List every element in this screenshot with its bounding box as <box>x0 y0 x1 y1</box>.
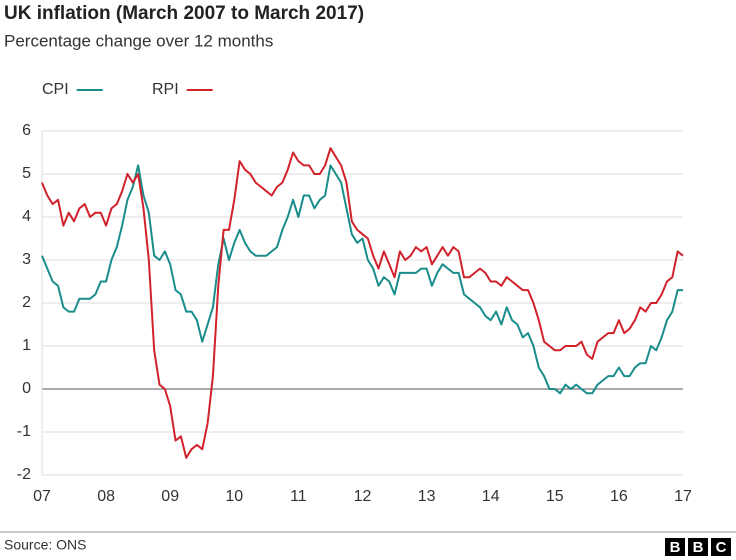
y-tick-label: 2 <box>22 294 31 311</box>
series-line <box>41 147 684 459</box>
logo-letter: B <box>670 539 681 556</box>
y-tick-label: 5 <box>22 165 31 182</box>
x-tick-label: 13 <box>418 488 436 505</box>
x-tick-label: 17 <box>674 488 692 505</box>
x-tick-label: 08 <box>97 488 115 505</box>
y-tick-label: 0 <box>22 380 31 397</box>
x-tick-label: 10 <box>225 488 243 505</box>
y-tick-label: 4 <box>22 208 31 225</box>
legend-label: RPI <box>152 81 179 98</box>
source: Source: ONS <box>4 537 86 553</box>
series-line <box>41 164 683 395</box>
logo-letter: B <box>693 539 704 556</box>
y-tick-label: 1 <box>22 337 31 354</box>
chart-title: UK inflation (March 2007 to March 2017) <box>4 3 364 24</box>
y-tick-label: -2 <box>17 466 31 483</box>
y-tick-label: -1 <box>17 423 31 440</box>
x-tick-label: 15 <box>546 488 564 505</box>
logo-box <box>665 538 685 556</box>
logo-letter: C <box>716 539 727 556</box>
x-tick-label: 09 <box>161 488 179 505</box>
logo-box <box>711 538 731 556</box>
legend-label: CPI <box>42 81 69 98</box>
x-tick-label: 12 <box>354 488 372 505</box>
x-tick-label: 16 <box>610 488 628 505</box>
x-tick-label: 14 <box>482 488 500 505</box>
x-tick-label: 11 <box>290 488 307 505</box>
y-tick-label: 6 <box>22 122 31 139</box>
chart-subtitle: Percentage change over 12 months <box>4 31 273 50</box>
logo-box <box>688 538 708 556</box>
y-tick-label: 3 <box>22 251 31 268</box>
x-tick-label: 07 <box>33 488 51 505</box>
